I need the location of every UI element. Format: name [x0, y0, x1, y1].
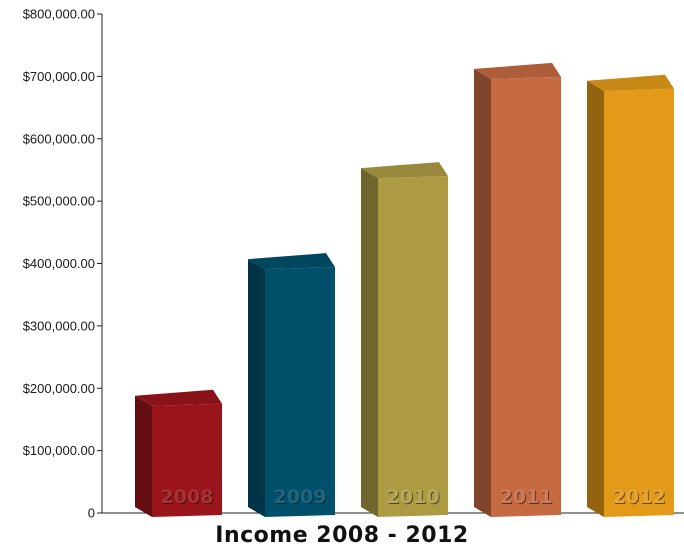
- bar-category-label: 2010: [387, 486, 440, 508]
- bar-top-face: [474, 62, 561, 79]
- bar-2010: 2010: [361, 162, 448, 517]
- y-tick-label: $200,000.00: [23, 381, 95, 396]
- bar-top-face: [361, 162, 448, 179]
- bar-category-label: 2008: [161, 486, 214, 508]
- y-tick-label: $800,000.00: [23, 7, 95, 22]
- bar-2009: 2009: [248, 253, 335, 517]
- bar-side-face: [474, 68, 491, 517]
- y-tick-label: $500,000.00: [23, 194, 95, 209]
- bar-2008: 2008: [135, 389, 222, 517]
- bars: 2008 2009 2010 2011 2012: [135, 62, 674, 518]
- y-tick-label: $300,000.00: [23, 318, 95, 333]
- bar-side-face: [361, 168, 378, 517]
- bar-top-face: [248, 253, 335, 270]
- bar-top-face: [587, 74, 674, 91]
- chart-title: Income 2008 - 2012: [215, 523, 469, 548]
- bar-front-face: [265, 267, 335, 517]
- bar-side-face: [135, 395, 152, 517]
- bar-top-face: [135, 389, 222, 406]
- bar-side-face: [587, 80, 604, 518]
- y-tick-label: $600,000.00: [23, 131, 95, 146]
- bar-side-face: [248, 259, 265, 517]
- bar-front-face: [491, 76, 561, 517]
- bar-front-face: [378, 176, 448, 517]
- y-tick-label: 0: [88, 506, 95, 521]
- bar-category-label: 2012: [613, 486, 666, 508]
- bar-category-label: 2009: [274, 486, 327, 508]
- y-tick-label: $400,000.00: [23, 256, 95, 271]
- y-tick-label: $100,000.00: [23, 443, 95, 458]
- bar-front-face: [604, 88, 674, 518]
- bar-2012: 2012: [587, 74, 674, 518]
- bar-category-label: 2011: [500, 486, 553, 508]
- bar-2011: 2011: [474, 62, 561, 517]
- y-axis: 0 $100,000.00 $200,000.00 $300,000.00 $400,0…: [23, 7, 684, 521]
- bar-front-face: [152, 403, 222, 517]
- y-tick-label: $700,000.00: [23, 69, 95, 84]
